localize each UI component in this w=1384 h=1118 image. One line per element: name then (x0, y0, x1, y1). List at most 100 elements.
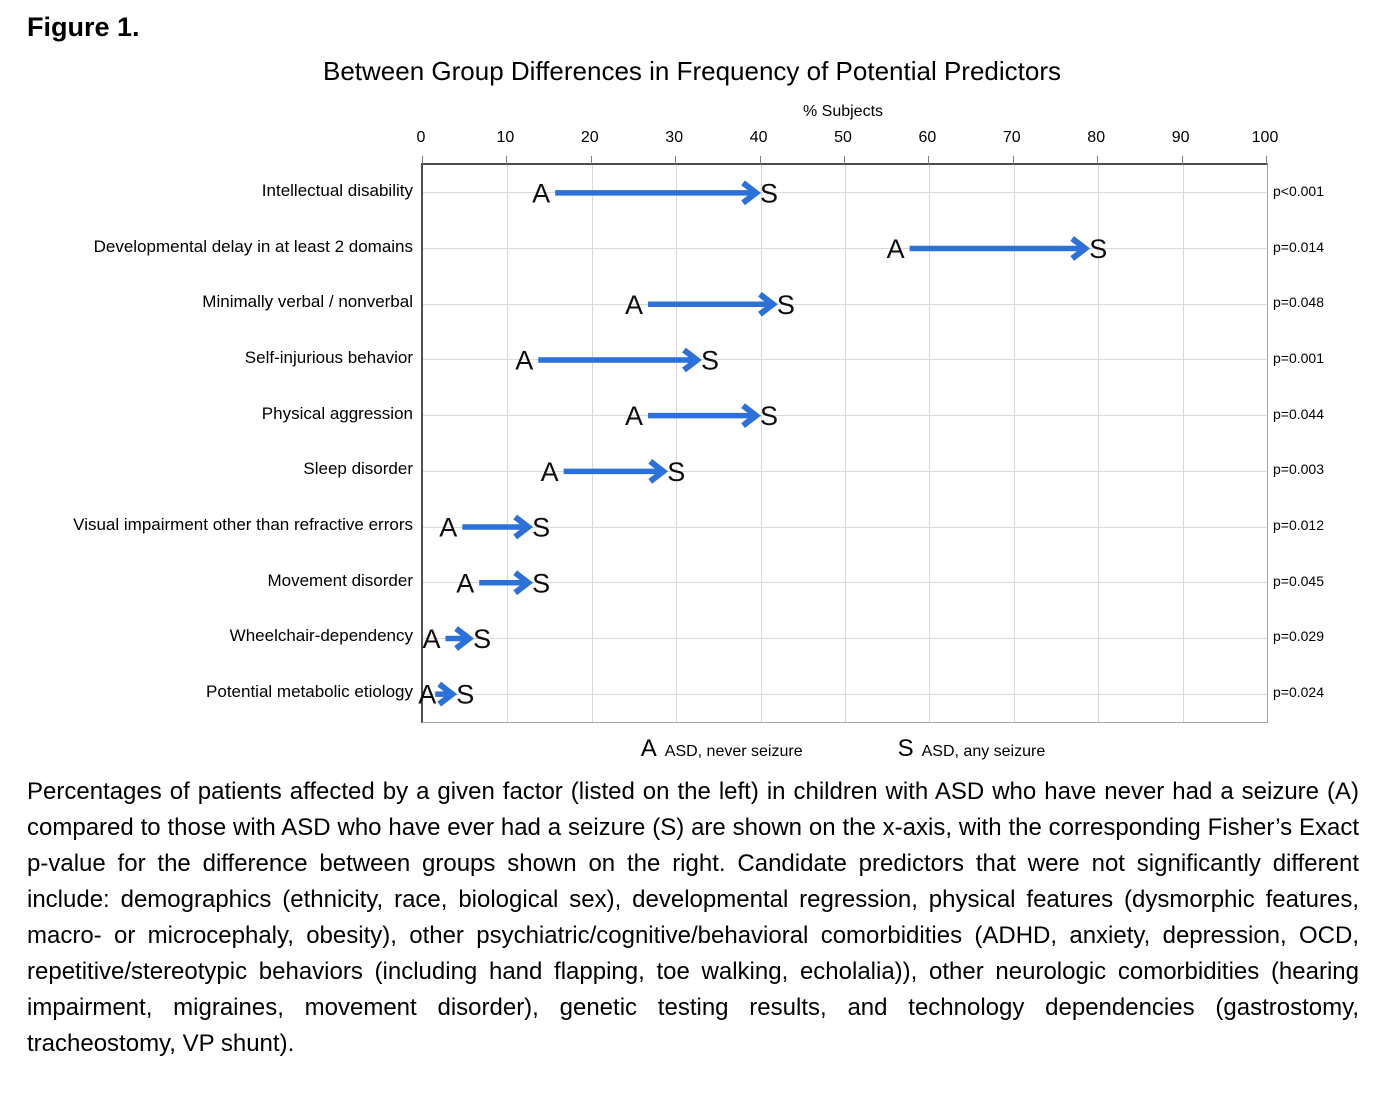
arrow-head (648, 458, 669, 484)
legend-label: ASD, never seizure (664, 743, 803, 760)
legend-item: A ASD, never seizure (641, 735, 803, 763)
legend-marker-letter: S (897, 735, 914, 762)
legend-marker-letter: A (640, 735, 657, 762)
x-tick-mark (1266, 156, 1267, 164)
arrow-head (454, 626, 475, 651)
horizontal-gridline (423, 303, 1267, 305)
arrow-head (758, 291, 778, 317)
p-value: p=0.003 (1273, 461, 1324, 478)
chart-title: Between Group Differences in Frequency o… (322, 56, 1062, 86)
arrow-head (437, 681, 458, 707)
x-tick-label: 10 (496, 129, 515, 146)
marker-letter-any-seizure: S (456, 680, 474, 710)
horizontal-gridline (423, 415, 1267, 417)
x-axis-tick-labels: 0 10 20 30 40 50 60 70 80 90 100 (417, 129, 1279, 151)
x-tick-mark (844, 156, 845, 164)
x-tick-label: 20 (580, 129, 599, 146)
figure-label: Figure 1. (27, 12, 140, 42)
horizontal-gridline (423, 693, 1267, 695)
category-label: Visual impairment other than refractive … (73, 515, 413, 535)
marker-letter-any-seizure: S (1089, 234, 1107, 264)
marker-letter-never-seizure: A (541, 457, 559, 487)
marker-letter-any-seizure: S (760, 178, 778, 208)
horizontal-gridline (423, 192, 1267, 194)
x-tick-mark (1012, 156, 1014, 164)
marker-letter-any-seizure: S (473, 624, 491, 654)
marker-letter-never-seizure: A (532, 178, 550, 208)
marker-letter-any-seizure: S (532, 513, 550, 543)
marker-letter-never-seizure: A (625, 290, 643, 320)
category-label: Self-injurious behavior (244, 347, 413, 367)
p-value: p=0.048 (1273, 294, 1324, 311)
x-axis-title: % Subjects (802, 103, 884, 120)
arrow-head (513, 514, 534, 540)
vertical-gridline (1098, 165, 1100, 722)
vertical-gridline (845, 165, 846, 722)
marker-letter-never-seizure: A (625, 401, 643, 431)
x-tick-label: 30 (665, 129, 684, 146)
category-label: Potential metabolic etiology (206, 682, 413, 702)
vertical-gridline (591, 165, 593, 722)
horizontal-gridline (423, 248, 1267, 250)
category-label: Sleep disorder (303, 459, 413, 479)
marker-letter-never-seizure: A (422, 624, 440, 654)
p-value: p=0.029 (1273, 628, 1324, 645)
horizontal-gridline (423, 637, 1267, 639)
figure-caption: Percentages of patients affected by a gi… (27, 778, 1359, 1057)
legend-label: ASD, any seizure (921, 743, 1046, 760)
horizontal-gridline (423, 526, 1267, 528)
x-tick-mark (1097, 156, 1099, 164)
p-value: p=0.012 (1273, 517, 1324, 534)
marker-letter-never-seizure: A (515, 345, 533, 375)
p-value: p=0.001 (1273, 349, 1324, 366)
vertical-gridline (507, 165, 509, 722)
x-tick-label: 60 (918, 129, 937, 146)
marker-letter-never-seizure: A (887, 234, 905, 264)
p-value: p<0.001 (1273, 182, 1324, 199)
arrow-head (1070, 236, 1091, 261)
marker-letter-any-seizure: S (701, 345, 719, 375)
vertical-gridline (1182, 165, 1184, 722)
x-tick-label: 70 (1002, 129, 1021, 146)
x-tick-label: 40 (749, 129, 768, 146)
vertical-gridline (929, 165, 931, 722)
vertical-gridline (760, 165, 762, 722)
category-label: Intellectual disability (261, 180, 413, 200)
horizontal-gridline (423, 470, 1267, 472)
vertical-gridline (1013, 165, 1015, 722)
x-tick-label: 80 (1087, 129, 1106, 146)
x-tick-mark (422, 156, 423, 164)
x-tick-mark (675, 156, 677, 164)
x-tick-label: 50 (834, 129, 852, 146)
horizontal-gridline (423, 582, 1267, 584)
p-value: p=0.045 (1273, 572, 1324, 589)
marker-letter-never-seizure: A (456, 568, 474, 598)
marker-letter-any-seizure: S (532, 568, 550, 598)
p-value: p=0.024 (1273, 684, 1324, 701)
category-label: Minimally verbal / nonverbal (202, 292, 413, 312)
category-label: Wheelchair-dependency (229, 626, 413, 646)
category-label: Movement disorder (267, 570, 413, 590)
p-value: p=0.014 (1273, 238, 1324, 255)
x-tick-label: 0 (416, 129, 426, 146)
arrow-head (513, 570, 534, 596)
x-tick-label: 100 (1251, 129, 1279, 146)
vertical-gridline (676, 165, 678, 722)
x-tick-mark (506, 156, 508, 164)
x-tick-mark (590, 156, 592, 164)
category-label: Developmental delay in at least 2 domain… (93, 236, 413, 256)
category-label: Physical aggression (261, 403, 413, 423)
arrow-head (741, 403, 761, 429)
marker-letter-never-seizure: A (439, 513, 457, 543)
p-value-column: p<0.001 p=0.014 p=0.048 p=0.001 p=0.044 p=0.0… (1273, 163, 1383, 720)
marker-letter-any-seizure: S (777, 290, 795, 320)
arrow-head (682, 347, 702, 373)
arrow-layer: A SA SA SA SA SA SA SA SA SA S (418, 178, 1107, 710)
marker-letter-any-seizure: S (667, 457, 685, 487)
marker-letter-never-seizure: A (418, 680, 436, 710)
x-tick-label: 90 (1171, 129, 1190, 146)
p-value: p=0.044 (1273, 405, 1324, 422)
x-tick-mark (759, 156, 761, 164)
arrow-head (741, 180, 761, 206)
